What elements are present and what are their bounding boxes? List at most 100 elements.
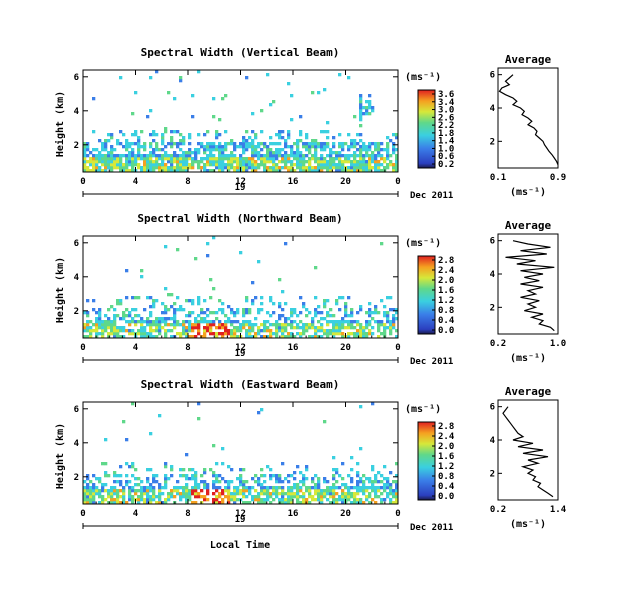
heatmap-cell: [317, 145, 321, 149]
heatmap-cell: [119, 465, 123, 469]
x-tick-label: 4: [133, 343, 139, 353]
heatmap-cell: [110, 154, 114, 158]
heatmap-cell: [284, 498, 288, 502]
heatmap-cell: [248, 163, 252, 167]
heatmap-cell: [272, 332, 276, 336]
heatmap-cell: [149, 296, 153, 300]
heatmap-cell: [164, 486, 168, 490]
heatmap-cell: [104, 438, 108, 442]
heatmap-cell: [86, 299, 90, 303]
heatmap-cell: [188, 314, 192, 318]
heatmap-cell: [251, 323, 255, 327]
heatmap-cell: [188, 157, 192, 161]
heatmap-cell: [263, 145, 267, 149]
heatmap-cell: [332, 326, 336, 330]
heatmap-cell: [191, 468, 195, 472]
heatmap-cell: [122, 420, 126, 424]
heatmap-cell: [173, 326, 177, 330]
heatmap-cell: [335, 166, 339, 170]
heatmap-cell: [113, 474, 117, 478]
heatmap-cell: [359, 480, 363, 484]
heatmap-cell: [341, 492, 345, 496]
heatmap-cell: [203, 332, 207, 336]
heatmap-cell: [338, 498, 342, 502]
heatmap-cell: [143, 142, 147, 146]
heatmap-cell: [164, 287, 168, 291]
heatmap-cell: [209, 157, 213, 161]
heatmap-cell: [272, 311, 276, 315]
heatmap-cell: [209, 151, 213, 155]
heatmap-cell: [101, 157, 105, 161]
heatmap-cell: [374, 166, 378, 170]
heatmap-cell: [161, 157, 165, 161]
heatmap-cell: [113, 486, 117, 490]
heatmap-cell: [359, 323, 363, 327]
heatmap-cell: [134, 477, 138, 481]
heatmap-cell: [245, 160, 249, 164]
heatmap-cell: [314, 314, 318, 318]
heatmap-cell: [272, 163, 276, 167]
heatmap-cell: [377, 480, 381, 484]
heatmap-cell: [260, 109, 264, 113]
heatmap-cell: [275, 142, 279, 146]
heatmap-cell: [287, 82, 291, 86]
heatmap-cell: [299, 332, 303, 336]
heatmap-cell: [98, 166, 102, 170]
heatmap-cell: [377, 169, 381, 173]
heatmap-cell: [176, 308, 180, 312]
heatmap-cell: [170, 163, 174, 167]
heatmap-cell: [218, 492, 222, 496]
heatmap-cell: [302, 477, 306, 481]
heatmap-cell: [116, 480, 120, 484]
heatmap-cell: [260, 302, 264, 306]
heatmap-cell: [182, 139, 186, 143]
heatmap-cell: [290, 169, 294, 173]
heatmap-cell: [338, 142, 342, 146]
heatmap-cell: [107, 166, 111, 170]
heatmap-cell: [224, 157, 228, 161]
average-profile-line: [498, 74, 559, 165]
heatmap-cell: [86, 489, 90, 493]
heatmap-cell: [251, 495, 255, 499]
heatmap-cell: [161, 163, 165, 167]
heatmap-cell: [212, 501, 216, 505]
heatmap-cell: [341, 160, 345, 164]
heatmap-cell: [308, 335, 312, 339]
heatmap-cell: [368, 142, 372, 146]
heatmap-cell: [158, 501, 162, 505]
heatmap-cell: [362, 489, 366, 493]
heatmap-cell: [380, 142, 384, 146]
heatmap-cell: [290, 498, 294, 502]
heatmap-cell: [230, 468, 234, 472]
heatmap-cell: [269, 136, 273, 140]
heatmap-cell: [212, 486, 216, 490]
heatmap-cell: [143, 320, 147, 324]
heatmap-cell: [200, 142, 204, 146]
heatmap-cell: [338, 326, 342, 330]
heatmap-cell: [365, 112, 369, 116]
heatmap-cell: [257, 498, 261, 502]
heatmap-cell: [368, 166, 372, 170]
heatmap-cell: [245, 329, 249, 333]
heatmap-cell: [272, 492, 276, 496]
heatmap-cell: [113, 492, 117, 496]
heatmap-cell: [389, 471, 393, 475]
heatmap-cell: [275, 326, 279, 330]
heatmap-cell: [359, 335, 363, 339]
heatmap-cell: [374, 495, 378, 499]
heatmap-cell: [140, 498, 144, 502]
heatmap-cell: [176, 145, 180, 149]
heatmap-cell: [353, 157, 357, 161]
heatmap-cell: [344, 154, 348, 158]
heatmap-cell: [176, 169, 180, 173]
heatmap-cell: [125, 166, 129, 170]
heatmap-cell: [218, 166, 222, 170]
heatmap-cell: [248, 166, 252, 170]
heatmap-cell: [251, 112, 255, 116]
heatmap-cell: [308, 163, 312, 167]
heatmap-cell: [197, 323, 201, 327]
heatmap-cell: [335, 169, 339, 173]
heatmap-cell: [107, 157, 111, 161]
heatmap-cell: [275, 329, 279, 333]
heatmap-cell: [254, 148, 258, 152]
